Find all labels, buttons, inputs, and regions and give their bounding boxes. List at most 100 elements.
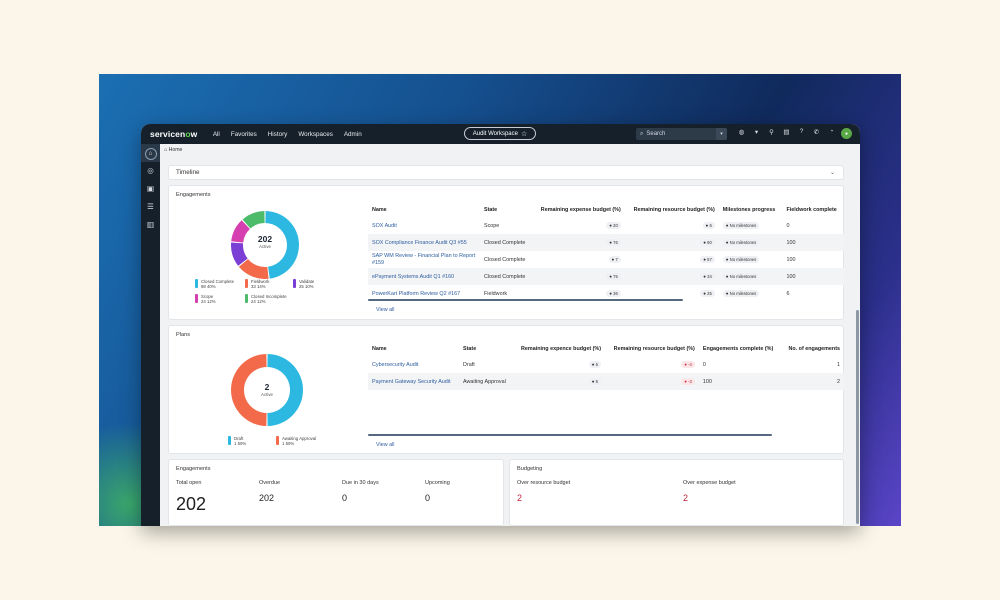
resource-budget-cell: ● 60 [624,234,719,251]
nav-all[interactable]: All [212,130,220,138]
column-header[interactable]: No. of engagements [788,346,840,352]
view-all-link[interactable]: View all [376,442,395,448]
servicenow-logo[interactable]: servicenow [150,129,198,139]
legend-item[interactable]: Closed Incomplete 24 12% [245,294,305,304]
donut-slice-draft[interactable] [267,354,303,426]
engagements-title: Engagements [176,192,211,198]
timeline-panel[interactable]: Timeline ⌄ [168,165,844,180]
home-icon[interactable]: ⌂ [141,144,160,162]
search-icon: ⌕ [640,130,644,137]
table-row[interactable]: ePayment Systems Audit Q1 #160 Closed Com… [368,268,844,285]
horizontal-scrollbar[interactable] [368,434,772,436]
value-pill: ● 57 [700,256,715,263]
column-header[interactable]: Name [372,346,387,352]
donut-total: 202 [257,234,273,244]
breadcrumb[interactable]: ⌂ Home [164,147,183,153]
nav-admin[interactable]: Admin [343,130,362,138]
left-sidebar: ⌂ ◎ ▣ ☰ ▥ [141,144,160,526]
nav-history[interactable]: History [267,130,288,138]
donut-slice-closed-incomplete[interactable] [242,211,265,229]
engagement-name-link[interactable]: SOX Audit [372,222,397,229]
milestones-cell: ● No milestones [718,234,783,251]
column-header[interactable]: Milestones progress [722,207,776,213]
table-row[interactable]: SOX Audit Scope ● 20 ● 6 ● No milestones 0 [368,217,844,234]
over-resource-value[interactable]: 2 [517,493,523,503]
over-resource-label: Over resource budget [517,480,571,486]
value-pill: ● 60 [700,239,715,246]
fieldwork-cell: 0 [786,222,790,229]
plan-state: Draft [463,361,475,368]
value-pill: ● No milestones [722,290,760,297]
table-row[interactable]: SOX Compliance Finance Audit Q3 #55 Close… [368,234,844,251]
clipboard-icon[interactable]: ▣ [146,184,155,193]
vertical-scrollbar[interactable] [856,310,859,524]
total-open-value[interactable]: 202 [176,494,207,514]
column-header[interactable]: Engagements complete (%) [702,346,774,352]
engagement-name-link[interactable]: SAP WM Review - Financial Plan to Report… [372,252,476,266]
toolbar-icons: ◍ ▾ ⚲ ▤ ? ✆ ◔ [734,128,839,136]
column-header[interactable]: Fieldwork complete [786,207,837,213]
donut-slice-closed-complete[interactable] [265,211,299,279]
avatar[interactable]: ● [841,128,852,139]
column-header[interactable]: Remaining resource budget (%) [633,207,715,213]
resource-budget-cell: ● -4 [605,356,699,373]
table-row[interactable]: PowerKart Platform Review Q2 #167 Fieldwo… [368,285,844,302]
check-circle-icon[interactable]: ◎ [147,166,154,175]
legend-item[interactable]: Validate 25 10% [293,279,341,289]
donut-slice-awaiting-approval[interactable] [231,354,267,426]
list-icon[interactable]: ☰ [147,202,154,211]
table-row[interactable]: Cybersecurity Audit Draft ● 5 ● -4 0 1 [368,356,844,373]
bell-icon[interactable]: ◔ [829,128,834,135]
column-header[interactable]: Remaining expense budget (%) [540,207,621,213]
column-header[interactable]: Name [372,207,387,213]
workspace-pill[interactable]: Audit Workspace ☆ [464,127,536,140]
star-icon[interactable]: ☆ [520,130,528,138]
column-header[interactable]: State [463,346,477,352]
magnify-icon[interactable]: ⚲ [769,129,774,136]
help-icon[interactable]: ? [799,128,804,135]
legend-item[interactable]: Closed Complete 98 40% [195,279,243,289]
table-row[interactable]: SAP WM Review - Financial Plan to Report… [368,251,844,268]
engagement-state: Closed Complete [480,234,533,251]
phone-icon[interactable]: ✆ [813,129,820,136]
horizontal-scrollbar[interactable] [368,299,683,301]
plan-name-link[interactable]: Payment Gateway Security Audit [368,373,460,390]
legend-item[interactable]: Awaiting Approval 1 50% [276,436,336,446]
engagement-state: Closed Complete [484,256,526,263]
milestones-cell: ● No milestones [719,217,783,234]
chevron-down-icon[interactable]: ▾ [716,128,727,140]
global-search[interactable]: ⌕ Search ▾ [636,128,727,140]
value-pill: ● 25 [700,290,715,297]
due30-value[interactable]: 0 [342,493,348,503]
engagement-name-link[interactable]: PowerKart Platform Review Q2 #167 [372,290,461,297]
view-all-link[interactable]: View all [376,307,395,313]
donut-slice-validate[interactable] [231,242,248,266]
nav-workspaces[interactable]: Workspaces [298,130,333,138]
table-row[interactable]: Payment Gateway Security Audit Awaiting A… [368,373,844,390]
chevron-down-icon[interactable]: ⌄ [829,170,835,176]
upcoming-value[interactable]: 0 [425,493,431,503]
donut-slice-scope[interactable] [231,220,250,243]
legend-item[interactable]: Scope 24 12% [195,294,243,304]
column-header[interactable]: Remaining expence budget (%) [521,346,602,352]
bar-chart-icon[interactable]: ▥ [146,220,155,229]
top-navigation-bar: servicenow All Favorites History Workspa… [141,124,860,144]
filter-icon[interactable]: ▾ [754,129,759,136]
column-header[interactable]: State [484,207,498,213]
legend-item[interactable]: Draft 1 50% [228,436,276,446]
donut-slice-fieldwork[interactable] [238,259,269,279]
globe-icon[interactable]: ◍ [738,129,745,136]
column-header[interactable]: Remaining resource budget (%) [613,346,695,352]
nav-favorites[interactable]: Favorites [230,130,257,138]
search-input[interactable]: Search [646,131,666,137]
plans-card: Plans 2 Active Draft 1 50% Awaiting Appro… [168,325,844,454]
engagement-name-link[interactable]: ePayment Systems Audit Q1 #160 [368,268,480,285]
engagement-name-link[interactable]: SOX Compliance Finance Audit Q3 #55 [368,234,480,251]
legend-item[interactable]: Fieldwork 33 14% [245,279,293,289]
chat-icon[interactable]: ▤ [783,129,790,136]
plans-table: Name State Remaining expence budget (%) … [368,342,844,390]
donut-label: Active [261,392,273,397]
overdue-value[interactable]: 202 [259,493,275,503]
over-expense-value[interactable]: 2 [683,493,689,503]
plan-name-link[interactable]: Cybersecurity Audit [372,361,419,368]
